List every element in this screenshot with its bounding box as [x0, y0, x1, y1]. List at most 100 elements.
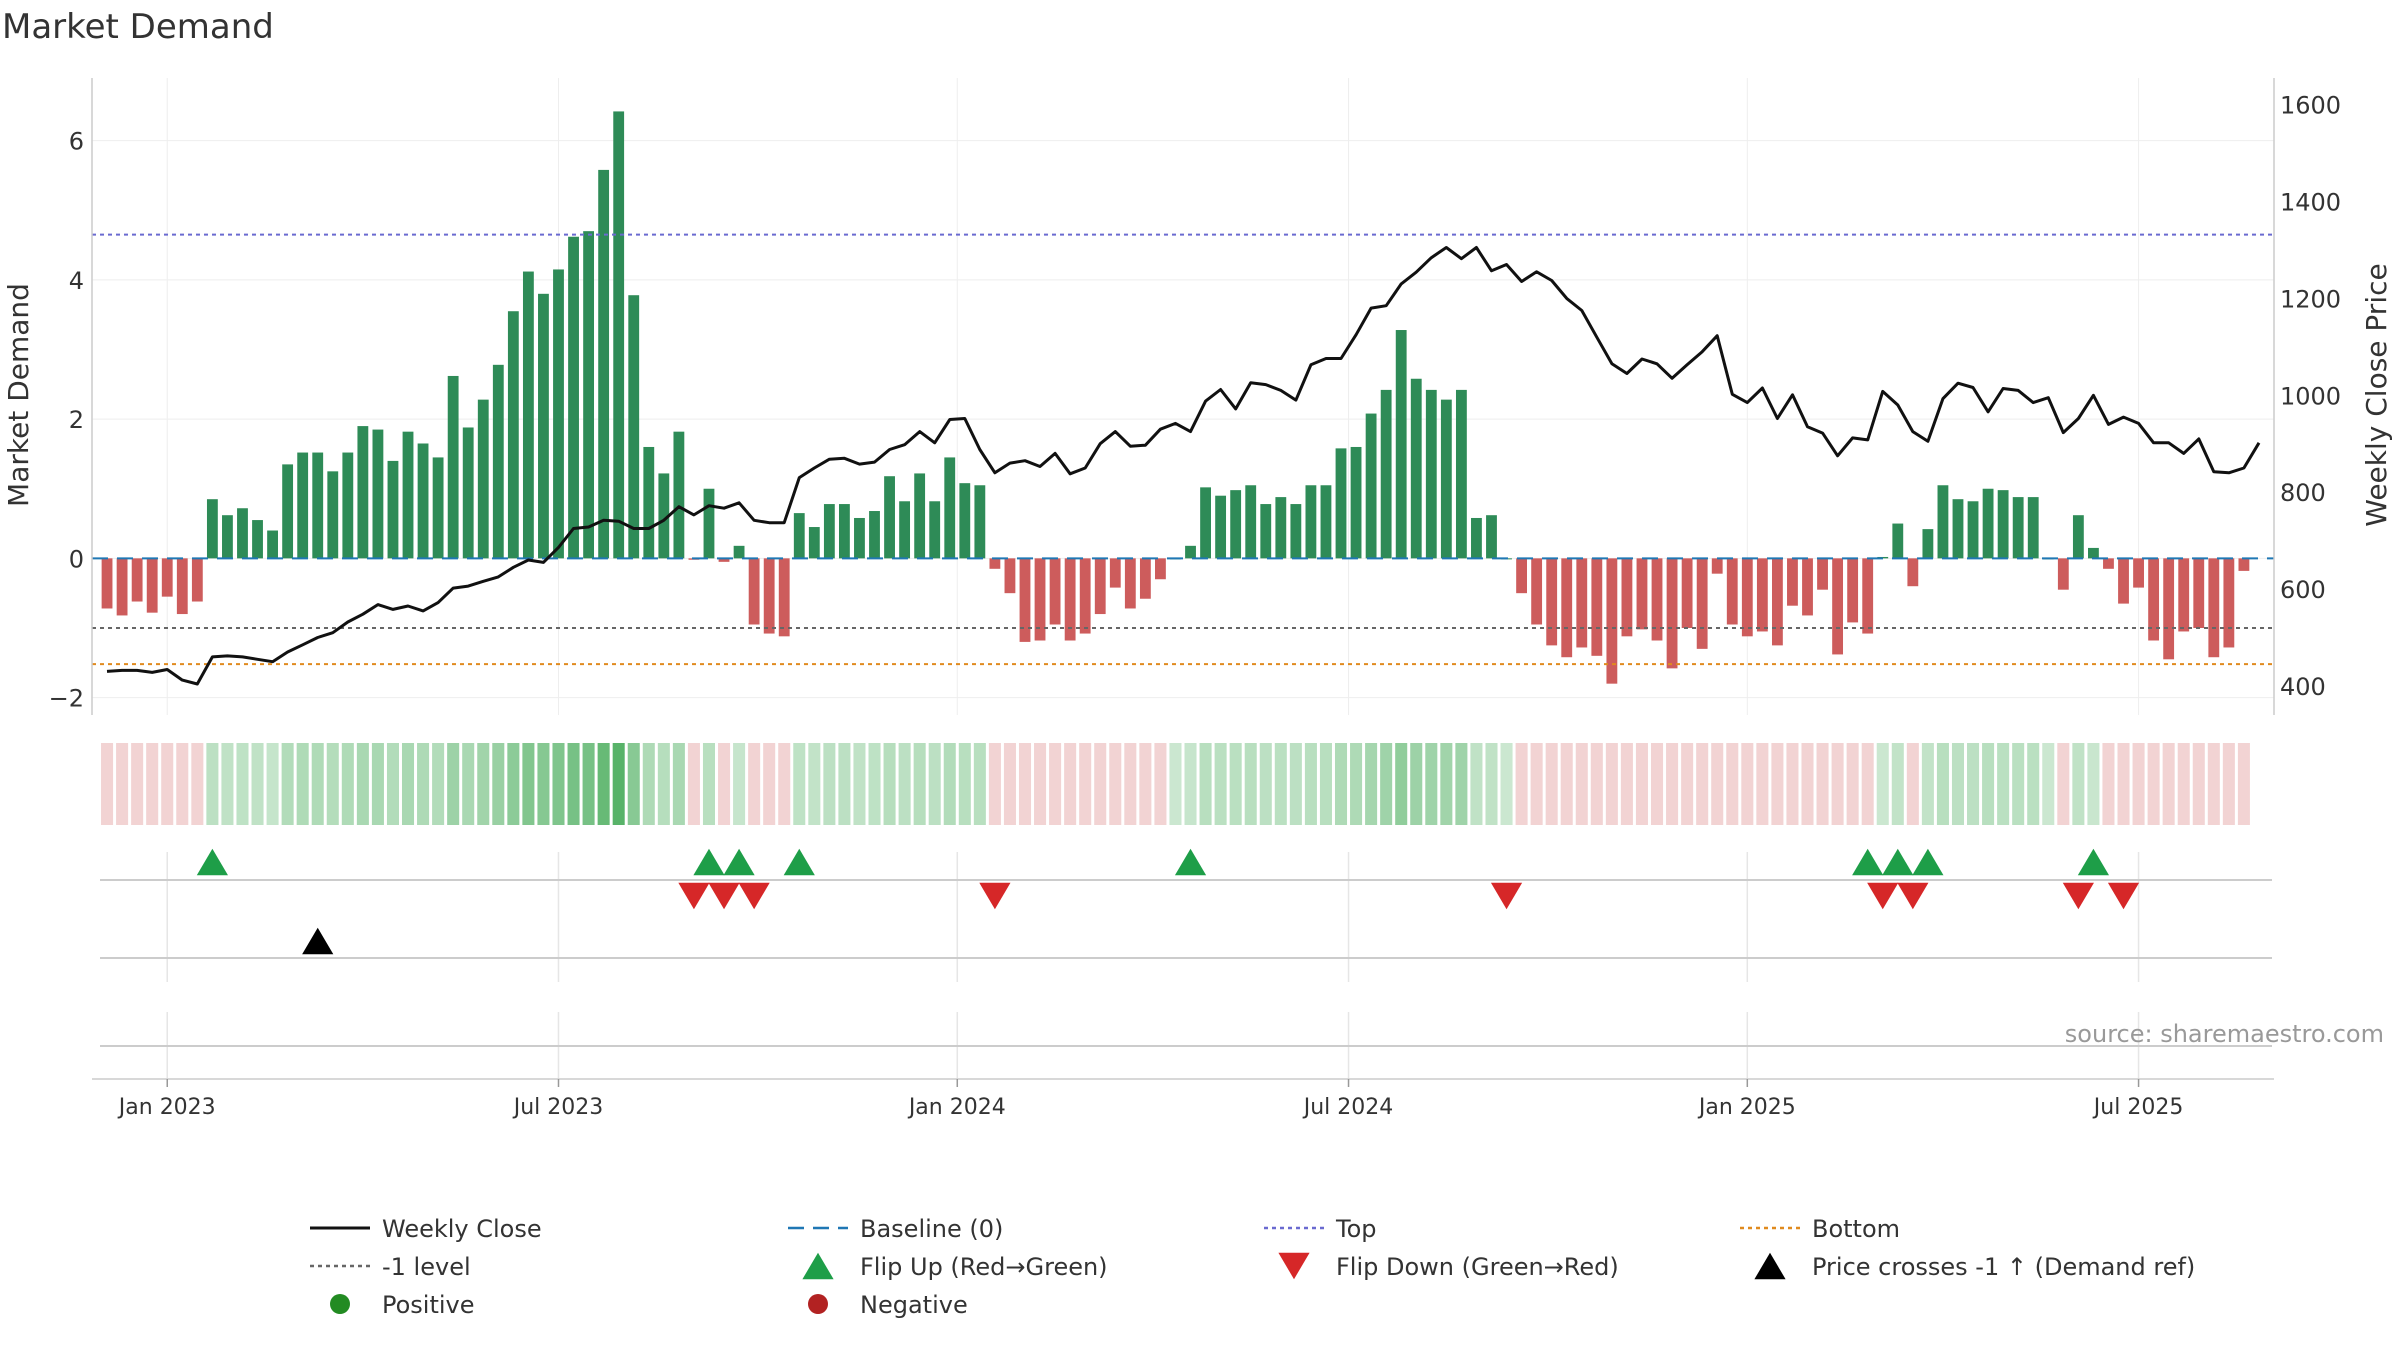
demand-bar	[1230, 490, 1242, 559]
demand-bar	[1982, 488, 1994, 559]
heat-cell	[943, 743, 956, 825]
demand-bar	[808, 527, 820, 559]
heat-cell	[116, 743, 129, 825]
demand-bar	[1907, 558, 1919, 587]
demand-bar	[342, 452, 354, 559]
heat-cell	[1425, 743, 1438, 825]
demand-bar	[1696, 558, 1708, 649]
legend-item: Flip Up (Red→Green)	[802, 1252, 1108, 1281]
demand-bar	[1094, 558, 1106, 615]
demand-bar	[1395, 330, 1407, 559]
demand-bar	[1892, 523, 1904, 559]
heat-cell	[2057, 743, 2070, 825]
x-tick-label: Jul 2025	[2092, 1095, 2184, 1120]
demand-bar	[2057, 558, 2069, 590]
legend-label: Price crosses -1 ↑ (Demand ref)	[1812, 1253, 2195, 1281]
heat-cell	[2177, 743, 2190, 825]
demand-bar	[1787, 558, 1798, 606]
legend-item: Weekly Close	[310, 1215, 542, 1243]
heat-cell	[808, 743, 821, 825]
heat-cell	[1500, 743, 1513, 825]
demand-bar	[628, 295, 640, 559]
legend-label: Positive	[382, 1291, 475, 1319]
heat-cell	[1064, 743, 1077, 825]
demand-bar	[1756, 558, 1768, 632]
heat-cell	[1801, 743, 1814, 825]
heat-cell	[1334, 743, 1348, 825]
source-credit: source: sharemaestro.com	[2065, 1020, 2384, 1048]
demand-bar	[492, 364, 504, 559]
legend-swatch-triangle	[1754, 1252, 1786, 1280]
heat-cell	[748, 743, 761, 825]
demand-bar	[282, 464, 294, 559]
flip-up-marker	[2077, 848, 2110, 876]
heat-cell	[1274, 743, 1287, 825]
demand-bar	[462, 427, 474, 559]
legend-label: Bottom	[1812, 1215, 1900, 1243]
x-tick-label: Jul 2023	[512, 1095, 604, 1120]
demand-bar	[206, 499, 218, 559]
heat-cell	[1018, 743, 1032, 825]
demand-bar	[1862, 558, 1874, 634]
flip-down-marker	[1867, 882, 1899, 910]
flip-up-marker	[723, 848, 755, 876]
demand-bar	[1606, 558, 1618, 684]
demand-bar	[267, 530, 278, 559]
heat-cell	[251, 743, 264, 825]
demand-bar	[1531, 558, 1543, 625]
heat-cell	[913, 743, 926, 825]
demand-bar	[1215, 495, 1227, 559]
demand-bar	[1997, 490, 2009, 559]
heat-cell	[973, 743, 986, 825]
y-tick-left: 4	[69, 267, 84, 295]
demand-bar	[1185, 545, 1196, 559]
legend-label: Weekly Close	[382, 1215, 542, 1243]
flip-down-marker	[2062, 882, 2094, 910]
demand-bar	[191, 558, 203, 602]
heat-cell	[733, 743, 746, 825]
heat-cell	[1711, 743, 1724, 825]
heat-cell	[537, 743, 550, 825]
flip-down-marker	[1490, 882, 1523, 910]
heat-cell	[1951, 743, 1965, 825]
demand-bar	[1741, 558, 1753, 637]
demand-bar	[1817, 558, 1828, 590]
demand-bar	[477, 399, 489, 559]
heat-cell	[1049, 743, 1062, 825]
flip-down-marker	[2107, 882, 2140, 910]
demand-bar	[2088, 547, 2099, 559]
heat-cell	[1485, 743, 1498, 825]
demand-bar	[507, 311, 519, 559]
heat-cell	[1756, 743, 1769, 825]
heat-cell	[1515, 743, 1528, 825]
flip-down-marker	[738, 882, 770, 910]
heat-cell	[898, 743, 911, 825]
demand-bar	[1275, 497, 1287, 559]
heat-cell	[1771, 743, 1784, 825]
demand-bar	[1440, 399, 1452, 559]
heat-cell	[1365, 743, 1378, 825]
heat-cell	[1605, 743, 1618, 825]
heat-cell	[507, 743, 520, 825]
heat-cell	[1410, 743, 1423, 825]
demand-bar	[1139, 558, 1151, 599]
demand-bar	[823, 504, 835, 559]
demand-bar	[222, 515, 233, 559]
heat-cell	[236, 743, 249, 825]
demand-bar	[1621, 558, 1633, 637]
heat-cell	[522, 743, 535, 825]
heat-cell	[1259, 743, 1272, 825]
heat-cell	[2207, 743, 2220, 825]
y-axis-label-right: Weekly Close Price	[2360, 263, 2393, 526]
heat-cell	[1154, 743, 1167, 825]
heat-cell	[266, 743, 279, 825]
legend-item: Negative	[808, 1291, 968, 1319]
heat-cell	[1575, 743, 1588, 825]
heat-cell	[793, 743, 806, 825]
legend-item: Baseline (0)	[788, 1215, 1003, 1243]
y-tick-right: 1000	[2280, 382, 2341, 410]
heat-cell	[597, 743, 610, 825]
demand-bar	[538, 293, 549, 559]
heat-cell	[672, 743, 685, 825]
